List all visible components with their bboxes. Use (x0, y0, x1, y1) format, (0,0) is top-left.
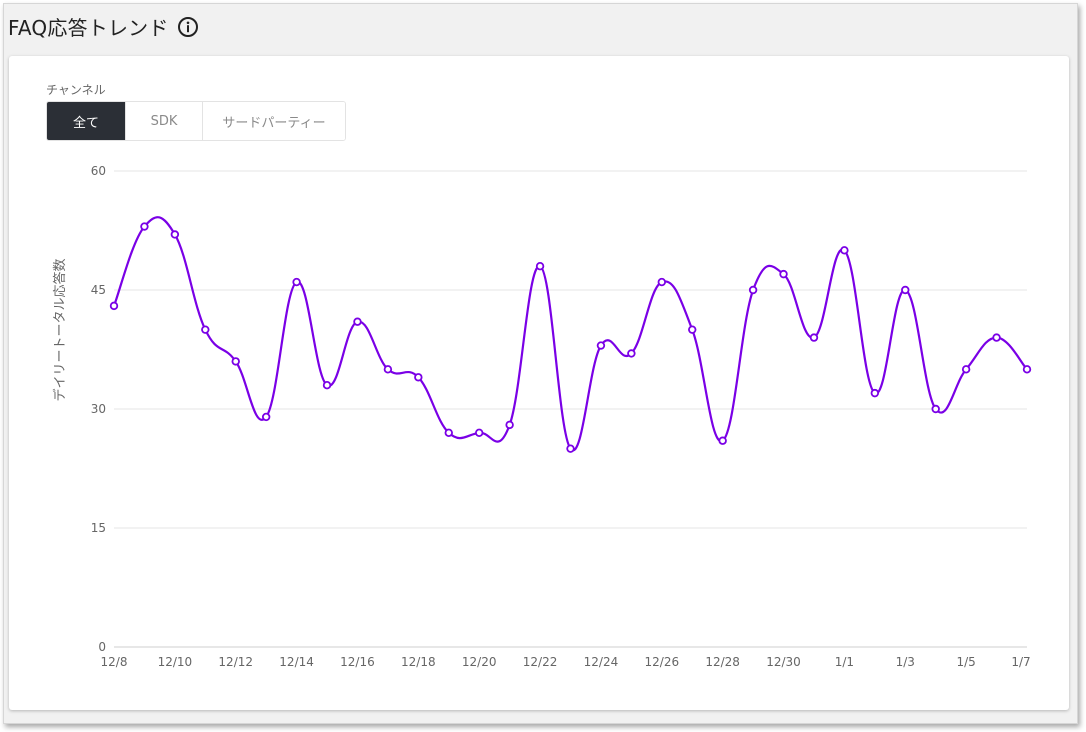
x-tick-label: 12/30 (766, 655, 801, 669)
channel-filter: 全て SDK サードパーティー (46, 101, 346, 141)
x-tick-label: 12/24 (584, 655, 619, 669)
data-point[interactable] (140, 222, 149, 231)
data-point[interactable] (475, 428, 484, 437)
data-point[interactable] (840, 246, 849, 255)
data-point[interactable] (627, 349, 636, 358)
x-tick-label: 12/14 (279, 655, 314, 669)
x-axis-ticks: 12/8 12/10 12/12 12/14 12/16 12/18 12/20 12/22 1… (101, 655, 1031, 669)
y-tick-label: 0 (98, 640, 106, 654)
x-tick-label: 12/8 (101, 655, 128, 669)
x-tick-label: 12/10 (158, 655, 193, 669)
x-tick-label: 12/26 (645, 655, 680, 669)
x-tick-label: 12/16 (340, 655, 375, 669)
data-point[interactable] (688, 325, 697, 334)
data-point[interactable] (748, 285, 758, 295)
data-point[interactable] (322, 381, 332, 390)
data-point[interactable] (292, 277, 301, 287)
x-tick-label: 12/12 (218, 655, 253, 669)
data-point[interactable] (718, 436, 727, 445)
data-point[interactable] (261, 412, 271, 422)
data-point[interactable] (444, 428, 453, 437)
x-tick-label: 1/3 (896, 655, 915, 669)
y-tick-label: 60 (91, 164, 106, 178)
data-point[interactable] (170, 230, 180, 239)
x-tick-label: 1/1 (835, 655, 854, 669)
series-points (109, 222, 1032, 453)
data-point[interactable] (231, 357, 240, 366)
y-axis-label: デイリートータル応答数 (52, 258, 68, 401)
data-point[interactable] (870, 388, 880, 398)
chart-grid (114, 170, 1027, 648)
channel-filter-label: チャンネル (46, 83, 106, 97)
data-point[interactable] (931, 404, 940, 414)
data-point[interactable] (961, 365, 971, 374)
channel-option-third-party[interactable]: サードパーティー (202, 102, 345, 140)
data-point[interactable] (1022, 365, 1032, 374)
data-point[interactable] (566, 444, 575, 453)
x-tick-label: 12/22 (523, 655, 558, 669)
data-point[interactable] (201, 325, 210, 334)
series-line (112, 216, 1028, 452)
data-point[interactable] (535, 262, 545, 271)
data-point[interactable] (809, 333, 819, 342)
channel-option-sdk[interactable]: SDK (125, 102, 202, 140)
y-tick-label: 30 (91, 402, 106, 416)
data-point[interactable] (505, 420, 514, 430)
data-point[interactable] (779, 269, 788, 279)
y-tick-label: 15 (91, 521, 106, 535)
x-tick-label: 1/7 (1011, 655, 1030, 669)
info-icon[interactable] (177, 16, 199, 38)
data-point[interactable] (353, 317, 362, 326)
x-tick-label: 12/20 (462, 655, 497, 669)
chart-card (9, 56, 1069, 710)
page-title: FAQ応答トレンド (8, 16, 169, 40)
data-point[interactable] (596, 341, 606, 350)
x-tick-label: 12/28 (705, 655, 740, 669)
widget-header: FAQ応答トレンド (8, 12, 199, 41)
data-point[interactable] (109, 301, 119, 311)
data-point[interactable] (414, 373, 423, 382)
x-tick-label: 12/18 (401, 655, 436, 669)
y-tick-label: 45 (91, 283, 106, 297)
channel-option-all[interactable]: 全て (47, 102, 125, 140)
data-point[interactable] (992, 333, 1001, 342)
x-tick-label: 1/5 (956, 655, 975, 669)
data-point[interactable] (657, 277, 666, 287)
data-point[interactable] (383, 365, 393, 374)
data-point[interactable] (901, 285, 910, 295)
y-axis-ticks: 0 15 30 45 60 (91, 164, 106, 654)
